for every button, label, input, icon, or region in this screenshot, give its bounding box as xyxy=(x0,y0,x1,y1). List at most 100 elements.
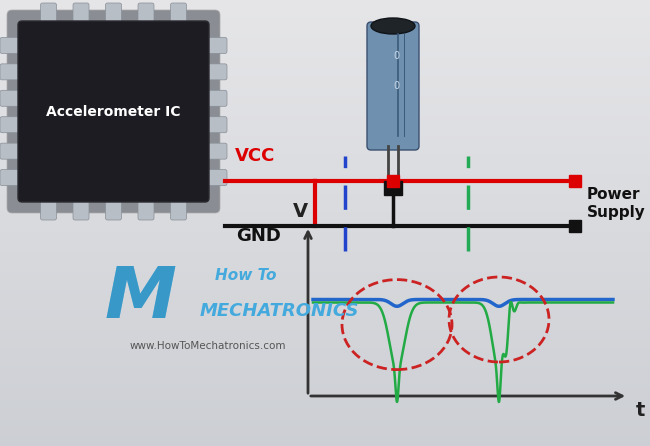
Bar xyxy=(0,211,650,214)
FancyBboxPatch shape xyxy=(205,169,227,186)
Bar xyxy=(0,331,650,334)
Bar xyxy=(0,169,650,172)
Bar xyxy=(0,372,650,375)
Bar xyxy=(0,334,650,337)
Bar xyxy=(0,389,650,392)
Bar xyxy=(0,10,650,13)
FancyBboxPatch shape xyxy=(18,21,209,202)
Bar xyxy=(0,144,650,147)
Bar xyxy=(0,97,650,100)
Bar xyxy=(0,55,650,58)
Bar xyxy=(0,202,650,205)
Text: GND: GND xyxy=(236,227,281,245)
FancyBboxPatch shape xyxy=(367,22,419,150)
Bar xyxy=(0,4,650,7)
FancyBboxPatch shape xyxy=(0,117,22,133)
Bar xyxy=(0,209,650,212)
Text: MECHATRONICS: MECHATRONICS xyxy=(200,302,359,320)
Bar xyxy=(0,126,650,129)
Bar xyxy=(0,338,650,341)
Text: M: M xyxy=(104,264,176,333)
Bar xyxy=(0,302,650,306)
Text: Accelerometer IC: Accelerometer IC xyxy=(46,104,181,119)
Bar xyxy=(0,73,650,76)
Bar xyxy=(0,191,650,194)
Bar xyxy=(0,231,650,234)
Bar xyxy=(0,153,650,156)
Bar xyxy=(0,178,650,181)
Bar xyxy=(0,251,650,254)
FancyBboxPatch shape xyxy=(138,3,154,25)
Bar xyxy=(0,15,650,18)
Bar xyxy=(0,175,650,178)
Bar xyxy=(0,220,650,223)
Bar xyxy=(0,184,650,187)
Bar xyxy=(0,140,650,143)
Bar xyxy=(0,53,650,56)
Bar xyxy=(0,62,650,65)
Bar xyxy=(0,84,650,87)
Bar xyxy=(0,336,650,339)
Bar xyxy=(0,99,650,103)
Bar xyxy=(0,293,650,297)
Bar xyxy=(0,394,650,397)
Bar xyxy=(0,242,650,245)
Bar xyxy=(0,405,650,408)
FancyBboxPatch shape xyxy=(138,198,154,220)
Bar xyxy=(0,166,650,169)
Bar xyxy=(0,289,650,292)
Bar xyxy=(0,347,650,350)
Bar xyxy=(0,280,650,283)
Bar xyxy=(0,155,650,158)
FancyBboxPatch shape xyxy=(0,64,22,80)
Bar xyxy=(0,249,650,252)
Bar xyxy=(0,327,650,330)
Bar xyxy=(0,360,650,363)
Bar xyxy=(0,77,650,80)
Bar xyxy=(0,227,650,230)
Bar xyxy=(0,82,650,85)
FancyBboxPatch shape xyxy=(205,117,227,133)
Bar xyxy=(0,21,650,25)
Bar xyxy=(0,173,650,176)
Bar xyxy=(0,407,650,410)
FancyBboxPatch shape xyxy=(40,3,57,25)
FancyBboxPatch shape xyxy=(105,3,122,25)
Bar xyxy=(0,50,650,54)
Bar xyxy=(0,325,650,328)
Bar xyxy=(0,75,650,78)
Bar xyxy=(0,385,650,388)
Bar xyxy=(0,124,650,127)
FancyBboxPatch shape xyxy=(40,198,57,220)
Text: M: M xyxy=(104,264,176,333)
Bar xyxy=(0,41,650,45)
Bar xyxy=(0,133,650,136)
Bar xyxy=(0,37,650,40)
Text: V: V xyxy=(292,202,307,221)
Text: VCC: VCC xyxy=(235,147,276,165)
Bar xyxy=(0,316,650,319)
Bar xyxy=(0,443,650,446)
Bar xyxy=(0,39,650,42)
Bar xyxy=(0,106,650,109)
FancyBboxPatch shape xyxy=(0,37,22,54)
Bar xyxy=(0,48,650,51)
Bar xyxy=(0,423,650,426)
Bar xyxy=(0,434,650,437)
Bar xyxy=(0,369,650,372)
Bar xyxy=(0,28,650,31)
Bar xyxy=(0,59,650,62)
Bar xyxy=(0,387,650,390)
Bar xyxy=(0,309,650,312)
Bar xyxy=(0,436,650,439)
Bar xyxy=(0,149,650,152)
Bar xyxy=(0,264,650,268)
Bar xyxy=(0,438,650,442)
Bar xyxy=(0,343,650,346)
Bar xyxy=(0,287,650,290)
Bar xyxy=(0,351,650,355)
Bar xyxy=(0,218,650,221)
Text: Power
Supply: Power Supply xyxy=(587,187,645,220)
Bar xyxy=(0,171,650,174)
Bar xyxy=(0,198,650,201)
